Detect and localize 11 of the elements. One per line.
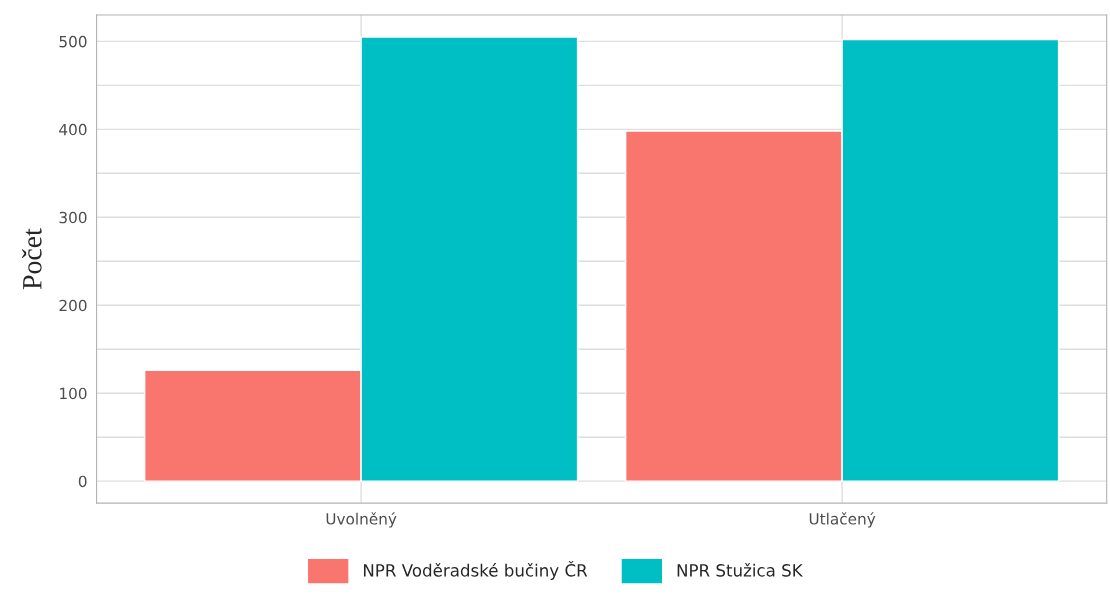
legend-label: NPR Stužica SK <box>677 563 804 577</box>
y-tick-label: 300 <box>59 211 87 224</box>
y-tick-label: 0 <box>78 475 87 488</box>
x-tick-label: Utlačený <box>809 512 876 528</box>
legend-label: NPR Voděradské bučiny ČR <box>363 560 588 580</box>
y-axis-title: Počet <box>22 228 42 290</box>
y-tick-label: 100 <box>60 387 87 400</box>
y-tick-label: 400 <box>59 123 87 136</box>
y-tick-label: 200 <box>59 299 87 312</box>
x-tick-label: Uvolněný <box>326 512 397 528</box>
y-tick-label: 500 <box>59 35 87 48</box>
